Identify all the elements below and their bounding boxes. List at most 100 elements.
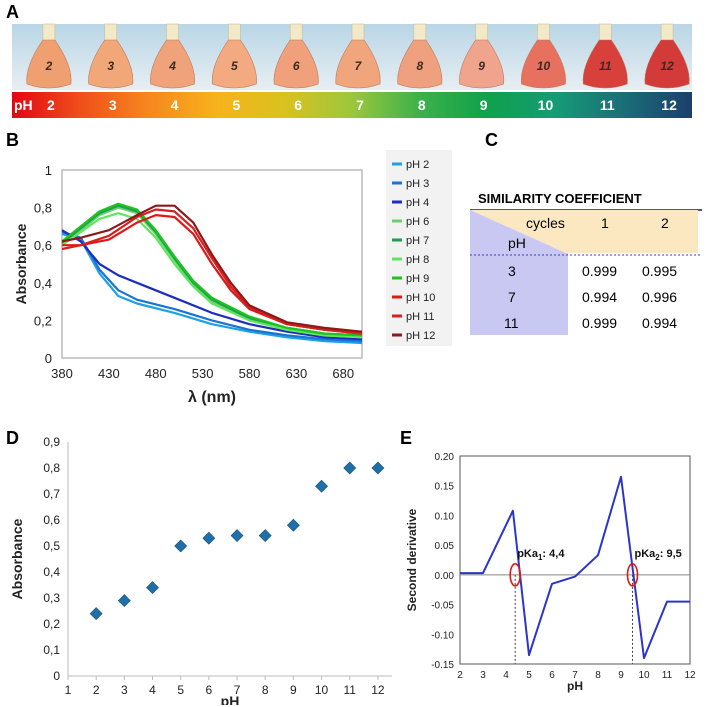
y-tick-label: 0,3	[43, 591, 60, 605]
x-tick-label: 380	[51, 366, 73, 381]
series-line	[61, 230, 363, 343]
x-tick-label: 8	[595, 670, 601, 681]
row-11-cycle-1: 0.999	[582, 315, 618, 331]
data-point	[117, 594, 131, 608]
y-tick-label: 0,4	[34, 276, 52, 291]
x-tick-label: 9	[618, 670, 624, 681]
pka-marker	[509, 563, 521, 587]
similarity-table: SIMILARITY COEFFICIENT cycles 1 2 pH 3 0…	[470, 185, 702, 345]
flask-marking: 2	[45, 59, 53, 73]
pka-subscript: 1	[538, 553, 543, 562]
y-tick-label: 0,7	[43, 487, 60, 501]
flask-marking: 6	[293, 59, 300, 73]
flask-body	[273, 39, 319, 89]
y-tick-label: 0,6	[34, 238, 52, 253]
pka-label: pKa	[517, 548, 539, 560]
ph-bar-value: 12	[661, 97, 677, 113]
absorbance-vs-ph-scatter: 00,10,20,30,40,50,60,70,80,91 2 3 4 5 6 7 8 9 10 1…	[9, 435, 392, 705]
y-tick-label: 0,8	[43, 461, 60, 475]
x-tick-label: 11	[662, 670, 673, 681]
x-axis-label: λ (nm)	[188, 389, 236, 406]
x-tick-label: 10	[315, 683, 329, 697]
data-point	[258, 529, 272, 543]
data-point	[89, 607, 103, 621]
panel-label-d: D	[6, 428, 19, 448]
legend-entry: pH 6	[406, 216, 429, 228]
row-ph-7: 7	[508, 289, 516, 305]
x-tick-label: 3	[121, 683, 128, 697]
x-axis-label: pH	[221, 693, 240, 705]
flask-body	[211, 39, 257, 89]
legend-entry: pH 9	[406, 273, 429, 285]
x-tick-label: 680	[332, 366, 354, 381]
y-axis-label: Second derivative	[405, 508, 419, 611]
x-tick-label: 6	[206, 683, 213, 697]
y-tick-label: 0	[53, 669, 60, 683]
y-tick-label: 0,6	[43, 513, 60, 527]
pka-value: : 9,5	[660, 548, 682, 560]
x-tick-label: 4	[149, 683, 156, 697]
row-3-cycle-2: 0.995	[642, 263, 678, 279]
row-7-cycle-2: 0.996	[642, 289, 678, 305]
ph-color-bar	[12, 92, 692, 118]
data-point	[315, 479, 328, 493]
data-point	[174, 539, 188, 553]
ph-header-bg	[470, 210, 566, 253]
y-tick-label: 0.20	[435, 452, 455, 463]
flask-marking: 10	[537, 59, 551, 73]
x-tick-label: 10	[638, 670, 650, 681]
cycles-label: cycles	[526, 215, 565, 231]
flask-marking: 4	[168, 59, 176, 73]
y-tick-label: -0.10	[431, 630, 454, 641]
flask-body	[150, 39, 196, 89]
flask-body	[582, 39, 628, 89]
legend-entry: pH 2	[406, 159, 429, 171]
pka-annotation: pKa2: 9,5	[635, 548, 682, 562]
y-tick-label: 0.15	[435, 482, 455, 493]
row-ph-3: 3	[508, 263, 516, 279]
y-axis-label: Absorbance	[13, 223, 29, 304]
flask-body	[397, 39, 443, 89]
pka-label: pKa	[635, 548, 657, 560]
y-tick-label: 0,2	[34, 313, 52, 328]
second-derivative-chart: -0.15 -0.10 -0.05 0.00 0.05 0.10 0.15 0.20 2 3 4 5 6…	[405, 452, 696, 693]
y-tick-label: 0,4	[43, 565, 60, 579]
similarity-table-shapes	[470, 209, 702, 335]
x-tick-label: 430	[98, 366, 120, 381]
pka-subscript: 2	[655, 553, 660, 562]
row-3-cycle-1: 0.999	[582, 263, 618, 279]
y-tick-label: 0,2	[43, 617, 60, 631]
similarity-table-title: SIMILARITY COEFFICIENT	[478, 191, 642, 206]
legend-entry: pH 11	[406, 311, 435, 323]
series-line	[61, 204, 363, 333]
x-tick-label: 9	[290, 683, 297, 697]
panel-label-b: B	[6, 130, 19, 150]
y-tick-label: 0,1	[43, 643, 60, 657]
x-tick-label: 11	[344, 683, 357, 697]
flask-photo-panel: 2 3 4 5 6 7 8 9 10 11 12 2 3 4 5 6 7 8 9 10 11 12 pH	[12, 23, 692, 118]
ph-bar-value: 8	[418, 97, 426, 113]
y-tick-label: 0	[45, 351, 52, 366]
flask-marking: 11	[599, 59, 612, 73]
legend-entry: pH 3	[406, 178, 429, 190]
series-line	[61, 202, 363, 337]
y-axis-label: Absorbance	[9, 518, 25, 599]
flask-marking: 9	[478, 59, 485, 73]
data-point	[146, 581, 159, 595]
legend-entry: pH 7	[406, 235, 429, 247]
plot-frame-e	[459, 455, 691, 665]
flask-body	[26, 39, 72, 89]
x-tick-label: 2	[457, 670, 463, 681]
series-line	[61, 229, 363, 341]
x-tick-label: 12	[371, 683, 385, 697]
series-line	[61, 232, 363, 345]
flask-body	[644, 39, 690, 89]
cycle-1-header: 1	[601, 215, 609, 231]
legend-entry: pH 4	[406, 197, 429, 209]
x-tick-label: 7	[234, 683, 241, 697]
legend-entry: pH 8	[406, 254, 429, 266]
x-tick-label: 4	[503, 670, 509, 681]
y-tick-label: 0.00	[435, 571, 455, 582]
pka-marker	[626, 563, 639, 587]
flask-body	[335, 39, 381, 89]
